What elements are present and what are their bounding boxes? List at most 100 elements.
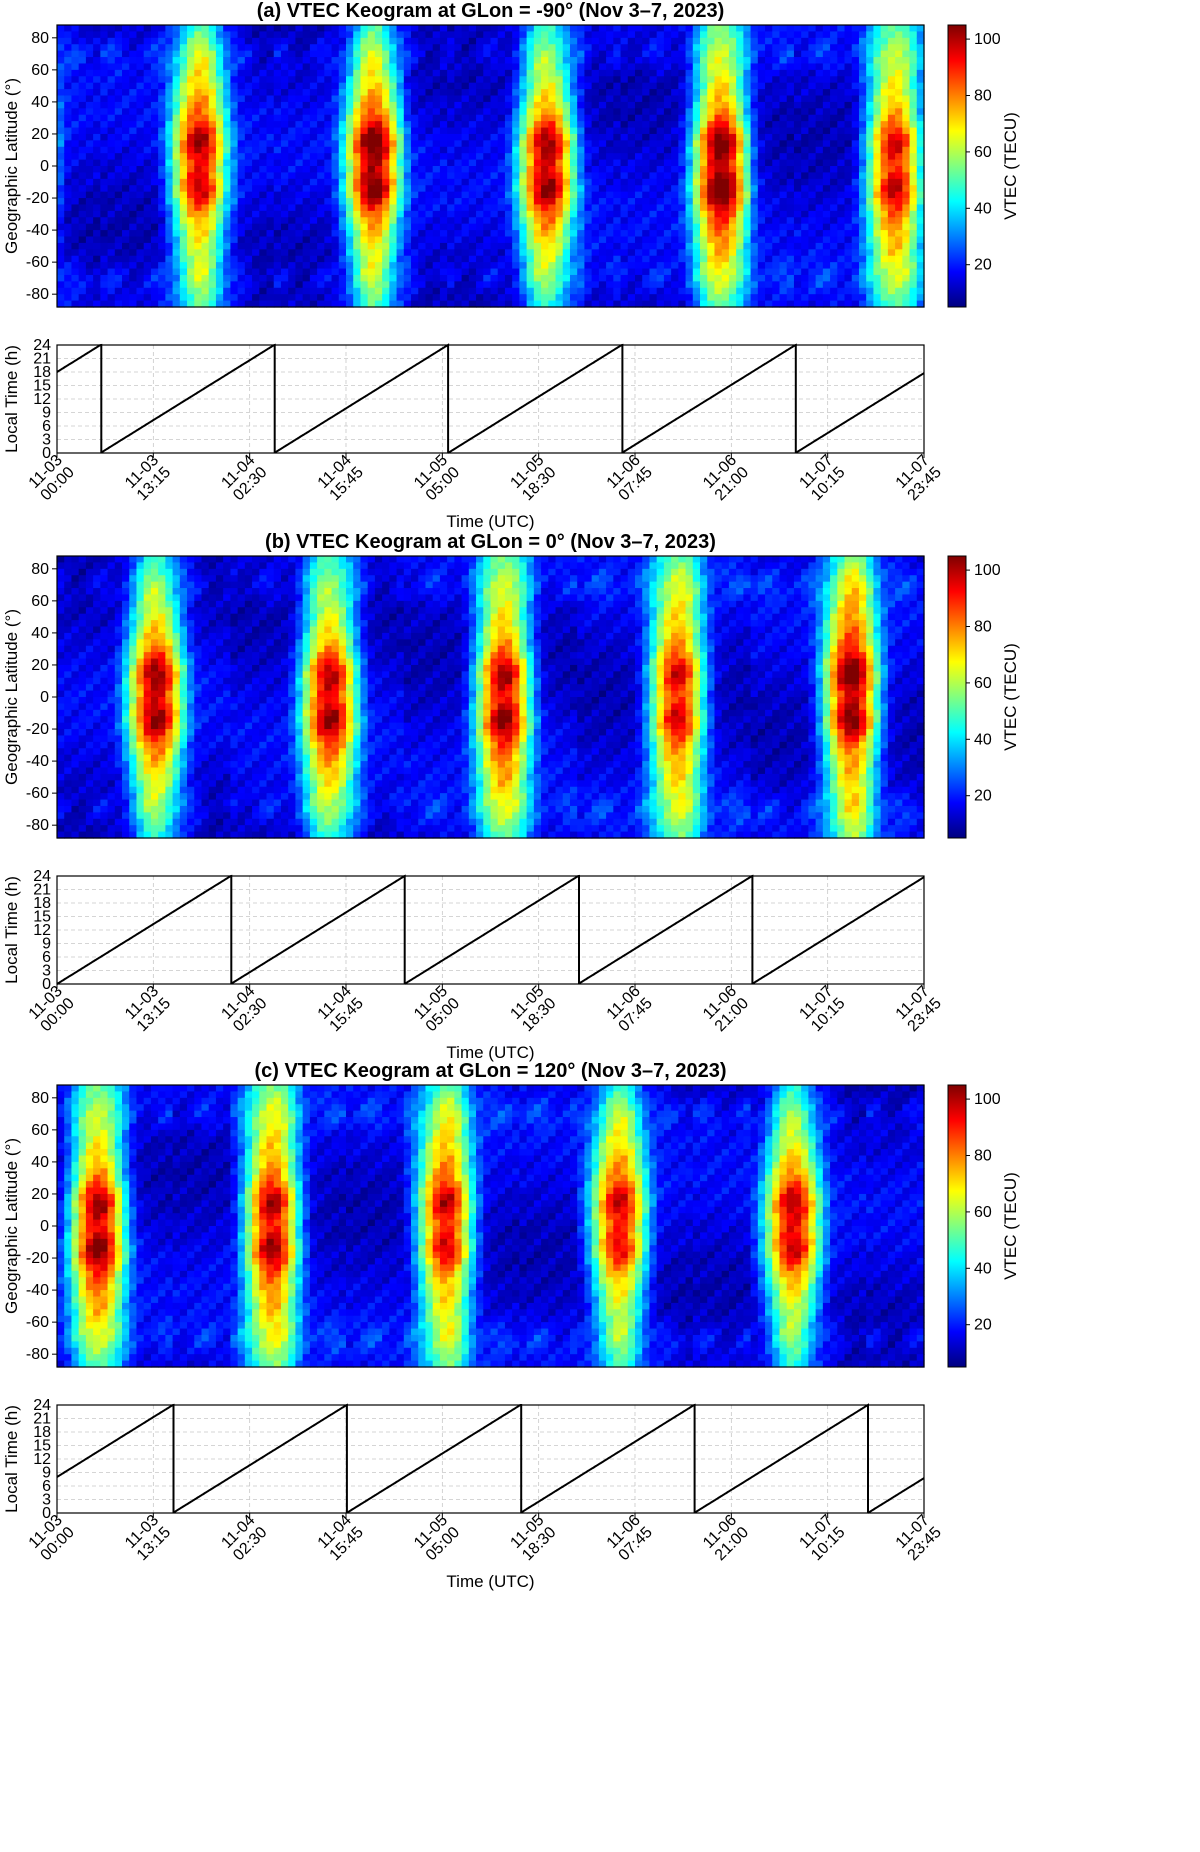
heatmap-cell	[656, 108, 665, 116]
heatmap-cell	[187, 37, 195, 45]
heatmap-cell	[85, 57, 94, 65]
heatmap-cell	[78, 133, 87, 141]
heatmap-cell	[107, 63, 116, 71]
heatmap-cell	[490, 101, 499, 109]
heatmap-cell	[309, 25, 318, 33]
heatmap-cell	[757, 57, 766, 65]
heatmap-cell	[858, 89, 867, 97]
heatmap-cell	[324, 294, 333, 302]
heatmap-cell	[187, 230, 195, 238]
heatmap-cell	[692, 44, 701, 52]
heatmap-cell	[165, 159, 174, 167]
heatmap-cell	[179, 191, 188, 199]
heatmap-cell	[851, 210, 860, 218]
heatmap-cell	[367, 146, 376, 154]
heatmap-cell	[302, 153, 311, 161]
heatmap-cell	[562, 217, 571, 225]
heatmap-cell	[324, 159, 333, 167]
heatmap-cell	[656, 89, 665, 97]
heatmap-cell	[172, 262, 181, 270]
heatmap-cell	[822, 210, 831, 218]
heatmap-cell	[288, 274, 297, 282]
heatmap-cell	[461, 242, 470, 250]
heatmap-cell	[606, 178, 614, 186]
heatmap-cell	[252, 281, 260, 289]
heatmap-cell	[360, 191, 369, 199]
heatmap-cell	[338, 223, 347, 231]
heatmap-cell	[591, 140, 600, 148]
heatmap-cell	[483, 178, 492, 186]
heatmap-cell	[244, 31, 253, 39]
heatmap-cell	[743, 204, 752, 212]
heatmap-cell	[685, 140, 694, 148]
heatmap-cell	[512, 44, 520, 52]
heatmap-cell	[678, 294, 687, 302]
heatmap-cell	[215, 140, 224, 148]
heatmap-cell	[851, 140, 860, 148]
heatmap-cell	[757, 198, 766, 206]
heatmap-cell	[100, 57, 109, 65]
heatmap-cell	[85, 140, 94, 148]
heatmap-cell	[208, 185, 217, 193]
heatmap-cell	[866, 159, 875, 167]
heatmap-cell	[822, 178, 831, 186]
heatmap-cell	[685, 262, 694, 270]
heatmap-cell	[714, 204, 723, 212]
heatmap-cell	[793, 140, 802, 148]
heatmap-cell	[728, 159, 737, 167]
heatmap-cell	[656, 294, 665, 302]
heatmap-cell	[562, 95, 571, 103]
heatmap-cell	[215, 217, 224, 225]
heatmap-cell	[721, 114, 730, 122]
heatmap-cell	[548, 274, 557, 282]
heatmap-cell	[627, 242, 636, 250]
heatmap-cell	[844, 89, 853, 97]
heatmap-cell	[786, 95, 795, 103]
heatmap-cell	[497, 127, 506, 135]
heatmap-cell	[548, 57, 557, 65]
heatmap-cell	[793, 178, 802, 186]
heatmap-cell	[411, 166, 419, 174]
heatmap-cell	[772, 166, 781, 174]
heatmap-cell	[736, 133, 744, 141]
heatmap-cell	[143, 166, 152, 174]
heatmap-cell	[757, 210, 766, 218]
heatmap-cell	[765, 57, 773, 65]
heatmap-cell	[57, 300, 65, 308]
heatmap-cell	[526, 178, 535, 186]
heatmap-cell	[757, 146, 766, 154]
heatmap-cell	[252, 108, 260, 116]
heatmap-cell	[57, 76, 65, 84]
heatmap-cell	[93, 63, 101, 71]
heatmap-cell	[418, 159, 427, 167]
heatmap-cell	[317, 223, 325, 231]
heatmap-cell	[64, 210, 73, 218]
heatmap-cell	[179, 255, 188, 263]
heatmap-cell	[317, 25, 325, 33]
heatmap-cell	[461, 108, 470, 116]
heatmap-cell	[541, 198, 549, 206]
heatmap-cell	[360, 133, 369, 141]
heatmap-cell	[512, 114, 520, 122]
heatmap-cell	[548, 178, 557, 186]
heatmap-cell	[649, 210, 658, 218]
heatmap-cell	[765, 82, 773, 90]
heatmap-cell	[158, 191, 166, 199]
heatmap-cell	[439, 37, 448, 45]
heatmap-cell	[801, 210, 809, 218]
heatmap-cell	[858, 300, 867, 308]
heatmap-cell	[353, 76, 362, 84]
heatmap-cell	[700, 57, 708, 65]
heatmap-cell	[519, 44, 528, 52]
heatmap-cell	[295, 294, 304, 302]
heatmap-cell	[577, 185, 586, 193]
heatmap-cell	[663, 127, 672, 135]
heatmap-cell	[172, 25, 181, 33]
heatmap-cell	[432, 133, 441, 141]
heatmap-cell	[237, 198, 246, 206]
heatmap-cell	[252, 242, 260, 250]
heatmap-cell	[367, 230, 376, 238]
heatmap-cell	[447, 31, 455, 39]
heatmap-cell	[519, 262, 528, 270]
heatmap-cell	[374, 50, 383, 58]
